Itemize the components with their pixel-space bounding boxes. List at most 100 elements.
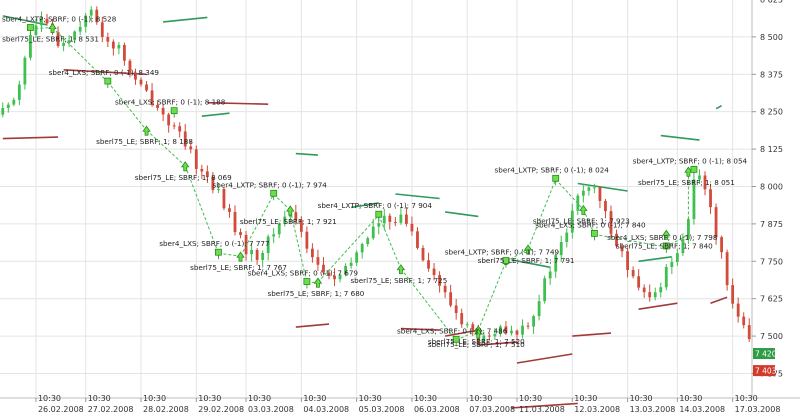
trade-connector-line (527, 179, 557, 250)
date-tick-label: 29.02.2008 (198, 405, 244, 414)
upper-channel-segment (511, 259, 551, 269)
price-tick-label: 7 750 (760, 257, 783, 266)
candle-body (487, 335, 491, 337)
upper-channel-segment (577, 182, 628, 192)
candle-body (382, 215, 386, 224)
candle-body (305, 231, 309, 249)
date-tick-label: 06.03.2008 (414, 405, 460, 414)
candle-body (570, 210, 574, 233)
exit-flag-icon[interactable] (215, 248, 222, 256)
entry-arrow-icon[interactable] (662, 229, 671, 240)
trade-label: sberl75_LE; SBRF; 1; 7 791 (478, 256, 575, 265)
trade-label: sberl75_LE; SBRF; 1; 7 725 (350, 276, 447, 285)
candle-body (371, 226, 375, 239)
date-tick-label: 07.03.2008 (469, 405, 515, 414)
exit-flag-icon[interactable] (303, 278, 311, 285)
trade-label: sber4_LXTP; SBRF; 0 (-1); 8 528 (2, 15, 117, 24)
candle-body (598, 187, 602, 201)
candle-body (277, 224, 281, 235)
time-tick-label: 10:30 (414, 394, 437, 403)
trade-label: sberl75_LE; SBRF; 1; 7 680 (268, 289, 365, 298)
trade-label: sber4_LXS; SBRF; 0 (-1); 7 798 (607, 233, 718, 242)
candle-body (421, 247, 425, 261)
lower-channel-segment (478, 341, 518, 346)
exit-flag-icon[interactable] (552, 174, 560, 182)
trade-connector-line (505, 248, 529, 263)
candle-body (145, 84, 148, 91)
time-tick-label: 10:30 (38, 394, 61, 403)
candle-body (416, 231, 419, 248)
trade-label: sberl75_LE; SBRF; 1; 7 921 (240, 217, 337, 226)
upper-channel-segment (2, 15, 48, 26)
candle-body (449, 292, 453, 306)
candle-body (443, 285, 447, 293)
entry-arrow-icon[interactable] (48, 22, 57, 34)
candle-body (34, 25, 38, 35)
candle-body (537, 301, 541, 317)
date-tick-label: 26.02.2008 (38, 405, 84, 414)
exit-flag-icon[interactable] (27, 24, 34, 31)
trade-label: sber4_LXS; SBRF; 0 (-1); 8 188 (115, 98, 226, 107)
candle-body (504, 326, 508, 334)
candle-body (659, 287, 663, 293)
candle-body (388, 215, 392, 222)
trade-label: sber4_LXTP; SBRF; 0 (-1); 7 749 (445, 248, 560, 257)
trade-label: sberl75_LE; SBRF; 1; 8 531 (2, 35, 99, 44)
upper-channel-segment (395, 193, 440, 200)
upper-channel-segment (350, 202, 379, 209)
entry-arrow-icon[interactable] (313, 277, 323, 288)
date-tick-label: 27.02.2008 (88, 405, 134, 414)
trade-connector-line (289, 210, 308, 283)
candles (1, 6, 751, 345)
entry-arrow-icon[interactable] (180, 161, 190, 172)
candle-body (12, 99, 16, 105)
candle-body (637, 276, 641, 288)
date-tick-label: 28.02.2008 (143, 405, 189, 414)
entry-arrow-icon[interactable] (396, 264, 406, 275)
candle-body (399, 214, 403, 223)
entry-arrow-icon[interactable] (579, 204, 588, 215)
candle-body (128, 60, 132, 73)
candle-body (167, 114, 171, 126)
date-tick-label: 11.03.2008 (519, 405, 565, 414)
lower-channel-segment (2, 136, 59, 140)
candle-body (29, 34, 32, 58)
lower-channel-segment (400, 327, 440, 331)
entry-arrow-icon[interactable] (236, 251, 245, 262)
candle-body (6, 104, 10, 109)
exit-flag-icon[interactable] (375, 210, 383, 218)
candle-body (172, 125, 176, 127)
candle-body (604, 200, 607, 212)
candle-body (747, 325, 751, 340)
date-tick-label: 12.03.2008 (574, 405, 620, 414)
upper-channel-segment (201, 112, 230, 117)
exit-flag-icon[interactable] (170, 107, 178, 115)
exit-flag-icon[interactable] (104, 77, 112, 85)
candle-body (742, 316, 746, 326)
entry-arrow-icon[interactable] (286, 205, 295, 216)
exit-flag-icon[interactable] (591, 229, 598, 237)
date-tick-label: 03.03.2008 (248, 405, 294, 414)
exit-flag-icon[interactable] (270, 189, 278, 197)
trade-connector-line (273, 193, 291, 211)
candle-body (89, 9, 93, 16)
entry-arrow-icon[interactable] (474, 328, 483, 339)
upper-channel-segment (660, 134, 700, 141)
entry-arrow-icon[interactable] (684, 166, 693, 177)
candle-body (499, 326, 502, 335)
trade-connector-line (107, 81, 147, 131)
exit-flag-icon[interactable] (690, 165, 698, 173)
entry-arrow-icon[interactable] (142, 125, 151, 136)
candle-body (244, 235, 248, 255)
candle-body (471, 324, 475, 332)
price-tick-label: 8 500 (760, 33, 783, 42)
trade-label: sber4_LXS; SBRF; 0 (-1); 7 679 (248, 269, 359, 278)
trade-markers (27, 22, 698, 347)
entry-arrow-icon[interactable] (523, 244, 533, 255)
time-tick-label: 10:30 (248, 394, 271, 403)
candle-body (228, 208, 231, 212)
candle-body (405, 214, 408, 224)
candle-body (548, 271, 552, 279)
time-axis[interactable]: 10:30 26.02.2008 10:30 27.02.2008 10:30 28.02… (35, 394, 781, 414)
candle-body (333, 275, 336, 280)
